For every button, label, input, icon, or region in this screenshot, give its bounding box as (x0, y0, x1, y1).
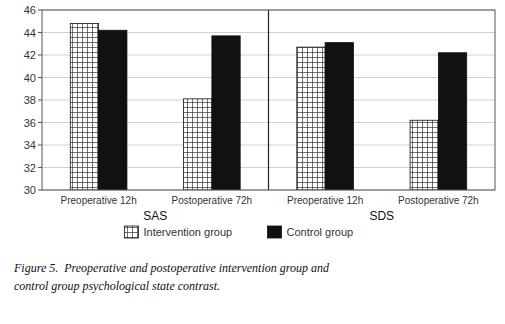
section-label: SDS (369, 209, 394, 223)
legend-label: Intervention group (144, 226, 233, 238)
legend-label: Control group (287, 226, 354, 238)
section-label: SAS (143, 209, 167, 223)
tick-label: 32 (24, 162, 36, 174)
bar (297, 47, 325, 190)
tick-mark (38, 32, 42, 33)
chart: 30 32 34 36 38 40 42 44 46 Preoperative 12h Postop… (0, 0, 505, 324)
tick-label: 44 (24, 27, 36, 39)
bar (212, 36, 240, 190)
tick-mark (38, 55, 42, 56)
tick-mark (38, 10, 42, 11)
tick-mark (38, 122, 42, 123)
category-label: Postoperative 72h (398, 195, 479, 206)
bar (184, 99, 212, 190)
grid (42, 10, 495, 190)
tick-label: 30 (24, 184, 36, 196)
category-label: Postoperative 72h (172, 195, 253, 206)
plot-frame (42, 10, 495, 190)
caption: Figure 5. Preoperative and postoperative… (13, 261, 330, 275)
section-divider (268, 10, 269, 190)
tick-label: 46 (24, 4, 36, 16)
bar (70, 24, 98, 191)
bar (410, 120, 438, 190)
legend-swatch (268, 226, 282, 238)
tick-mark (38, 77, 42, 78)
tick-label: 36 (24, 117, 36, 129)
tick-mark (38, 145, 42, 146)
legend-swatch (125, 226, 139, 238)
bar (325, 43, 353, 190)
caption: control group psychological state contra… (14, 279, 220, 293)
tick-mark (38, 190, 42, 191)
tick-mark (38, 167, 42, 168)
tick-label: 38 (24, 94, 36, 106)
tick-label: 34 (24, 139, 36, 151)
category-label: Preoperative 12h (61, 195, 137, 206)
tick-label: 42 (24, 49, 36, 61)
bar (99, 30, 127, 190)
legend: Intervention group Control group (125, 226, 354, 238)
bar (438, 53, 466, 190)
tick-mark (38, 100, 42, 101)
tick-label: 40 (24, 72, 36, 84)
category-label: Preoperative 12h (287, 195, 363, 206)
